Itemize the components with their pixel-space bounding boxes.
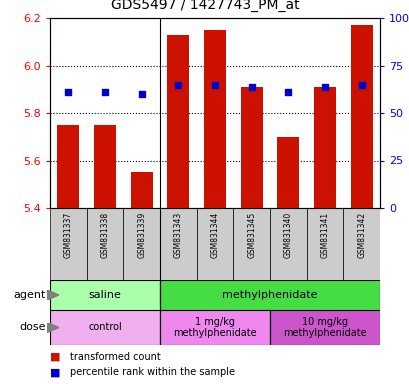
Text: GSM831341: GSM831341 [320,212,329,258]
Point [175,81,181,88]
Polygon shape [47,323,59,333]
Text: methylphenidate: methylphenidate [222,290,317,300]
Bar [240,87,262,208]
Point [211,81,218,88]
Point [357,81,364,88]
Bar [130,172,152,208]
Text: GSM831343: GSM831343 [173,212,182,258]
Text: agent: agent [13,290,46,300]
Bar [313,87,335,208]
Text: transformed count: transformed count [70,352,161,362]
Polygon shape [47,290,59,300]
Text: GDS5497 / 1427743_PM_at: GDS5497 / 1427743_PM_at [110,0,299,12]
Bar [270,208,306,280]
Bar [160,310,270,345]
Point [65,89,72,95]
Bar [233,208,270,280]
Bar [123,208,160,280]
Bar [270,310,379,345]
Point [248,84,254,90]
Text: percentile rank within the sample: percentile rank within the sample [70,367,235,377]
Bar [50,208,86,280]
Point [101,89,108,95]
Bar [57,125,79,208]
Bar [50,280,160,310]
Text: GSM831342: GSM831342 [356,212,365,258]
Text: GSM831345: GSM831345 [247,212,256,258]
Bar [160,208,196,280]
Bar [350,25,372,208]
Bar [167,35,189,208]
Bar [196,208,233,280]
Text: GSM831338: GSM831338 [100,212,109,258]
Text: GSM831339: GSM831339 [137,212,146,258]
Text: ■: ■ [50,367,61,377]
Bar [306,208,342,280]
Bar [276,137,299,208]
Point [138,91,145,97]
Point [321,84,328,90]
Point [284,89,291,95]
Bar [50,310,160,345]
Bar [160,280,379,310]
Text: saline: saline [88,290,121,300]
Bar [204,30,225,208]
Text: GSM831344: GSM831344 [210,212,219,258]
Text: dose: dose [20,323,46,333]
Text: control: control [88,323,121,333]
Text: GSM831337: GSM831337 [64,212,73,258]
Text: 10 mg/kg
methylphenidate: 10 mg/kg methylphenidate [283,317,366,338]
Bar [342,208,379,280]
Text: ■: ■ [50,352,61,362]
Bar [94,125,116,208]
Bar [86,208,123,280]
Text: GSM831340: GSM831340 [283,212,292,258]
Text: 1 mg/kg
methylphenidate: 1 mg/kg methylphenidate [173,317,256,338]
